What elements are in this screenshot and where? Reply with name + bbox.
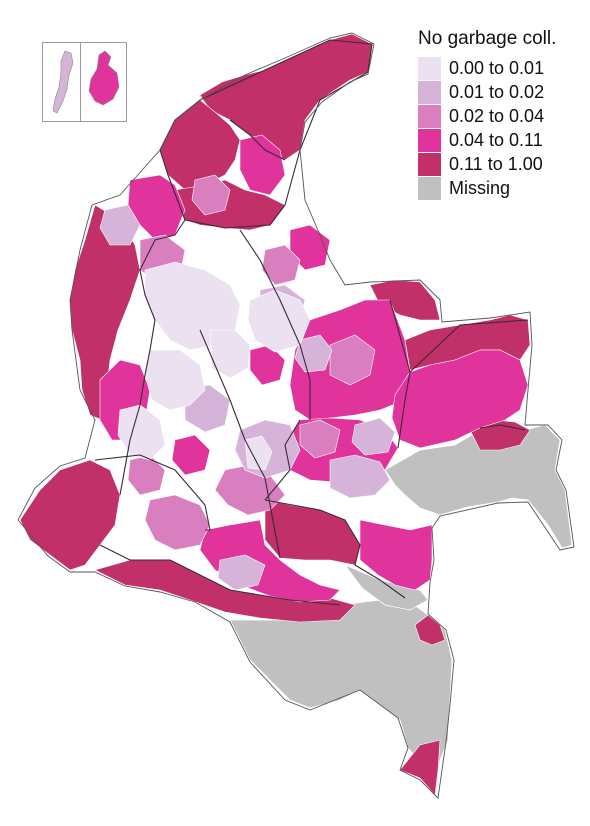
legend-swatch — [418, 176, 441, 200]
legend-swatch — [418, 104, 441, 128]
providencia-island-shape — [88, 50, 120, 106]
region-missing — [229, 424, 573, 796]
legend-item: 0.11 to 1.00 — [418, 152, 586, 176]
inset-providencia — [80, 42, 127, 122]
legend-label: 0.01 to 0.02 — [449, 81, 545, 102]
legend-swatch — [418, 80, 441, 104]
legend-item: 0.00 to 0.01 — [418, 56, 586, 80]
country-outline — [17, 32, 575, 799]
legend-label: 0.00 to 0.01 — [449, 57, 545, 78]
legend-title: No garbage coll. — [418, 28, 557, 49]
legend-swatch — [418, 56, 441, 80]
legend-item: 0.01 to 0.02 — [418, 80, 586, 104]
legend-swatch — [418, 128, 441, 152]
legend-label: 0.02 to 0.04 — [449, 105, 545, 126]
department-borders — [94, 39, 529, 606]
legend-label: 0.04 to 0.11 — [449, 129, 543, 150]
legend-swatch — [418, 152, 441, 176]
region-class-1 — [117, 261, 311, 471]
legend-item: Missing — [418, 176, 586, 200]
legend: No garbage coll. 0.00 to 0.01 0.01 to 0.… — [418, 28, 586, 200]
region-class-4 — [99, 134, 529, 603]
san-andres-island-shape — [52, 50, 74, 114]
legend-label: Missing — [449, 177, 511, 198]
legend-label: 0.11 to 1.00 — [449, 153, 543, 174]
legend-item: 0.02 to 0.04 — [418, 104, 586, 128]
legend-item: 0.04 to 0.11 — [418, 128, 586, 152]
region-class-2 — [99, 204, 396, 591]
